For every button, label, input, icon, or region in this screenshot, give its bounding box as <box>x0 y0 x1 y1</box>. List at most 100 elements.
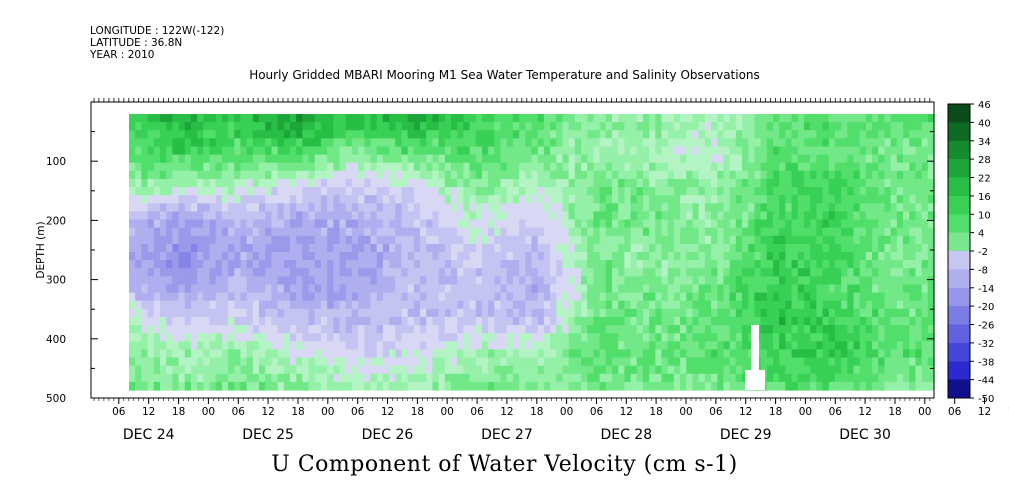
heatmap-cell <box>630 138 638 148</box>
heatmap-cell <box>673 114 681 123</box>
heatmap-cell <box>376 138 384 148</box>
heatmap-cell <box>816 373 824 383</box>
heatmap-cell <box>742 227 749 237</box>
heatmap-cell <box>259 252 266 261</box>
heatmap-cell <box>562 349 570 359</box>
heatmap-cell <box>345 154 353 164</box>
heatmap-cell <box>556 308 564 318</box>
heatmap-cell <box>556 260 564 269</box>
heatmap-cell <box>865 203 873 213</box>
heatmap-cell <box>834 130 842 139</box>
heatmap-cell <box>129 316 136 326</box>
heatmap-cell <box>401 122 409 131</box>
heatmap-cell <box>636 178 644 188</box>
heatmap-cell <box>246 114 254 123</box>
heatmap-cell <box>401 333 409 342</box>
heatmap-cell <box>704 373 712 383</box>
heatmap-cell <box>240 178 248 188</box>
heatmap-cell <box>172 114 180 123</box>
x-tick-label: 06 <box>709 406 723 418</box>
heatmap-cell <box>748 162 756 172</box>
heatmap-cell <box>773 243 780 253</box>
heatmap-cell <box>859 325 867 334</box>
heatmap-cell <box>766 373 774 383</box>
heatmap-cell <box>779 284 786 294</box>
heatmap-cell <box>921 195 929 204</box>
heatmap-cell <box>661 122 669 131</box>
heatmap-cell <box>865 276 873 286</box>
heatmap-cell <box>172 300 180 310</box>
heatmap-cell <box>172 268 180 277</box>
heatmap-cell <box>773 154 780 164</box>
heatmap-cell <box>612 178 619 188</box>
heatmap-cell <box>413 381 421 391</box>
heatmap-cell <box>803 219 811 229</box>
heatmap-cell <box>550 316 557 326</box>
heatmap-cell <box>735 138 743 148</box>
heatmap-cell <box>686 138 694 148</box>
heatmap-cell <box>686 357 694 367</box>
heatmap-cell <box>884 170 892 180</box>
heatmap-cell <box>166 308 173 318</box>
heatmap-cell <box>228 203 235 213</box>
x-tick-label: 18 <box>769 406 782 418</box>
heatmap-cell <box>859 154 867 164</box>
heatmap-cell <box>655 170 663 180</box>
heatmap-cell <box>197 381 204 391</box>
heatmap-cell <box>810 203 817 213</box>
heatmap-cell <box>903 325 910 334</box>
heatmap-cell <box>785 130 793 139</box>
heatmap-cell <box>141 316 149 326</box>
heatmap-cell <box>252 154 260 164</box>
heatmap-cell <box>240 260 248 269</box>
heatmap-cell <box>494 203 502 213</box>
x-tick-label: 00 <box>202 406 215 418</box>
heatmap-cell <box>587 170 595 180</box>
heatmap-cell <box>847 373 855 383</box>
heatmap-cell <box>773 178 780 188</box>
heatmap-cell <box>816 203 824 213</box>
heatmap-cell <box>766 211 774 221</box>
heatmap-cell <box>339 381 347 391</box>
heatmap-cell <box>283 365 291 375</box>
heatmap-cell <box>184 276 192 286</box>
heatmap-cell <box>636 195 644 204</box>
heatmap-cell <box>667 316 675 326</box>
heatmap-cell <box>903 341 910 351</box>
heatmap-cell <box>890 178 898 188</box>
heatmap-cell <box>178 349 186 359</box>
heatmap-cell <box>506 203 514 213</box>
heatmap-cell <box>488 316 495 326</box>
heatmap-cell <box>587 178 595 188</box>
heatmap-cell <box>358 252 365 261</box>
heatmap-cell <box>791 268 799 277</box>
heatmap-cell <box>512 187 520 196</box>
heatmap-cell <box>432 187 440 196</box>
heatmap-cell <box>327 146 334 156</box>
heatmap-cell <box>655 162 663 172</box>
heatmap-cell <box>921 130 929 139</box>
heatmap-cell <box>636 219 644 229</box>
heatmap-cell <box>568 235 576 245</box>
heatmap-cell <box>649 227 656 237</box>
heatmap-cell <box>401 219 409 229</box>
heatmap-cell <box>909 138 917 148</box>
heatmap-cell <box>903 365 910 375</box>
heatmap-cell <box>184 195 192 204</box>
heatmap-cell <box>153 235 161 245</box>
heatmap-cell <box>779 178 786 188</box>
heatmap-cell <box>723 349 731 359</box>
heatmap-cell <box>872 154 879 164</box>
heatmap-cell <box>754 235 762 245</box>
heatmap-cell <box>506 325 514 334</box>
heatmap-cell <box>822 373 830 383</box>
heatmap-cell <box>525 211 533 221</box>
heatmap-cell <box>475 381 483 391</box>
heatmap-cell <box>748 292 756 302</box>
heatmap-cell <box>661 162 669 172</box>
heatmap-cell <box>791 170 799 180</box>
heatmap-cell <box>847 154 855 164</box>
heatmap-cell <box>203 308 211 318</box>
heatmap-cell <box>308 187 316 196</box>
heatmap-cell <box>147 243 155 253</box>
